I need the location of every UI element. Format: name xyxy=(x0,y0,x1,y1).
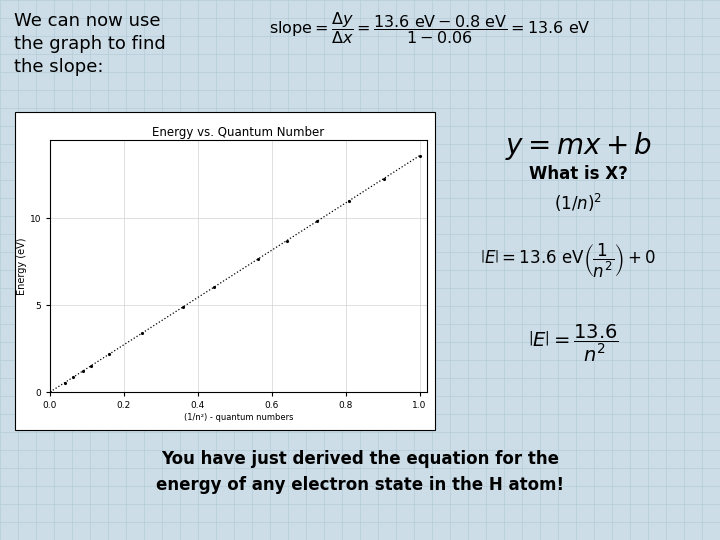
Text: $\left|E\right| = 13.6\ \mathrm{eV}\left(\dfrac{1}{n^2}\right)+0$: $\left|E\right| = 13.6\ \mathrm{eV}\left… xyxy=(480,242,656,280)
Text: We can now use
the graph to find
the slope:: We can now use the graph to find the slo… xyxy=(14,12,166,76)
Text: $(1/n)^2$: $(1/n)^2$ xyxy=(554,192,602,214)
Text: $\mathrm{slope} = \dfrac{\Delta y}{\Delta x} = \dfrac{13.6\ \mathrm{eV} - 0.8\ \: $\mathrm{slope} = \dfrac{\Delta y}{\Delt… xyxy=(269,10,591,46)
Y-axis label: Energy (eV): Energy (eV) xyxy=(17,237,27,295)
Bar xyxy=(15,112,435,430)
X-axis label: (1/n²) - quantum numbers: (1/n²) - quantum numbers xyxy=(184,413,293,422)
Text: $\left|E\right| = \dfrac{13.6}{n^2}$: $\left|E\right| = \dfrac{13.6}{n^2}$ xyxy=(528,322,618,363)
Text: $\boldsymbol{\mathit{y = mx + b}}$: $\boldsymbol{\mathit{y = mx + b}}$ xyxy=(505,130,652,162)
Title: Energy vs. Quantum Number: Energy vs. Quantum Number xyxy=(153,126,325,139)
Text: You have just derived the equation for the
energy of any electron state in the H: You have just derived the equation for t… xyxy=(156,450,564,494)
Text: What is X?: What is X? xyxy=(528,165,627,183)
